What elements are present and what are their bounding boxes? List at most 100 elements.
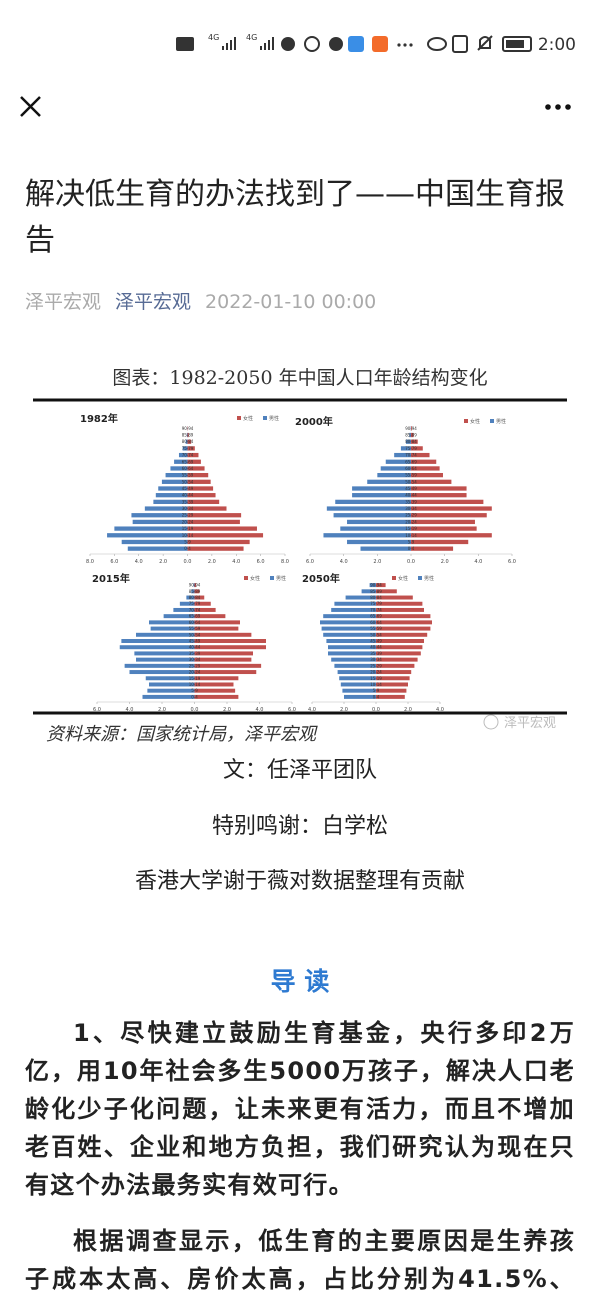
- y-tick-label: 80-84: [182, 439, 194, 444]
- clock: 2:00: [538, 35, 576, 55]
- bar: [411, 526, 477, 531]
- network-label: 4G: [208, 33, 219, 42]
- x-tick-label: 4.0: [340, 559, 348, 565]
- bar: [142, 694, 195, 699]
- y-tick-label: 80-84: [405, 439, 417, 444]
- y-tick-label: 55-59: [405, 473, 417, 478]
- bar: [155, 493, 188, 498]
- y-tick-label: 55-59: [370, 626, 382, 631]
- bar: [194, 676, 239, 681]
- bar: [411, 426, 412, 431]
- bar: [187, 506, 227, 511]
- y-tick-label: 10-14: [405, 533, 417, 538]
- legend-swatch: [490, 419, 494, 423]
- bar: [335, 499, 411, 505]
- bar: [187, 546, 244, 551]
- y-tick-label: 25-29: [189, 663, 201, 668]
- thanks: 特别鸣谢：白学松: [211, 814, 388, 839]
- bar: [163, 614, 195, 619]
- legend-label: 男性: [269, 415, 279, 422]
- y-tick-label: 0-4: [408, 546, 415, 551]
- bar: [145, 676, 195, 681]
- bar: [187, 533, 264, 538]
- bar: [369, 583, 376, 588]
- y-tick-label: 75-79: [405, 446, 417, 451]
- y-tick-label: 10-14: [370, 682, 382, 687]
- bar: [339, 676, 376, 681]
- bar: [376, 694, 405, 699]
- app-icon: [348, 36, 364, 52]
- bar: [361, 589, 376, 594]
- y-tick-label: 85-89: [405, 433, 417, 438]
- y-tick-label: 30-34: [189, 657, 201, 662]
- article-title: 解决低生育的办法找到了——中国生育报告: [25, 177, 565, 258]
- account-link[interactable]: 泽平宏观: [115, 291, 192, 313]
- bar: [121, 639, 195, 643]
- bar: [187, 459, 201, 464]
- y-tick-label: 25-29: [370, 663, 382, 668]
- y-tick-label: 80-84: [370, 595, 382, 600]
- legend-label: 女性: [243, 415, 253, 422]
- bar: [136, 632, 195, 637]
- y-tick-label: 55-59: [182, 473, 194, 478]
- top-bars: 4G 4G 2:00: [20, 33, 576, 117]
- y-tick-label: 60-64: [189, 620, 201, 625]
- app-icon: [329, 37, 343, 51]
- figure: 图表：1982-2050 年中国人口年龄结构变化 资料来源：国家统计局，泽平宏观…: [33, 367, 567, 745]
- panel-title: 2015年: [92, 572, 130, 585]
- eye-icon: [427, 37, 447, 51]
- y-tick-label: 85-89: [370, 589, 382, 594]
- article-meta: 泽平宏观 泽平宏观 2022-01-10 00:00: [25, 287, 390, 314]
- bar: [333, 513, 411, 518]
- menu-button[interactable]: [545, 104, 571, 110]
- bar: [158, 486, 188, 491]
- y-tick-label: 30-34: [182, 506, 194, 511]
- author: 文：任泽平团队: [222, 758, 377, 783]
- bar: [376, 583, 386, 588]
- x-tick-label: 0.0: [372, 707, 380, 713]
- bar: [323, 632, 376, 637]
- y-tick-label: 75-79: [189, 601, 201, 606]
- y-tick-label: 45-49: [182, 486, 194, 491]
- more-icon: [397, 43, 413, 47]
- bar: [342, 688, 376, 693]
- bar: [380, 466, 411, 471]
- y-tick-label: 15-19: [182, 526, 194, 531]
- bar: [179, 601, 195, 606]
- y-tick-label: 65-69: [370, 614, 382, 619]
- bar: [376, 614, 431, 619]
- close-button[interactable]: [20, 96, 41, 117]
- bar: [328, 651, 376, 656]
- y-tick-label: 90-94: [182, 426, 194, 431]
- bar: [194, 651, 253, 656]
- bar: [194, 626, 239, 631]
- battery-level: [506, 40, 524, 48]
- y-tick-label: 50-54: [405, 479, 417, 484]
- bar: [326, 639, 376, 643]
- bar: [178, 452, 188, 458]
- y-tick-label: 40-44: [189, 645, 201, 650]
- bar: [411, 499, 484, 505]
- bar: [367, 479, 411, 484]
- bar: [194, 657, 252, 662]
- bar: [144, 506, 188, 511]
- bar: [121, 539, 188, 545]
- bar: [411, 513, 487, 518]
- legend-swatch: [263, 416, 267, 420]
- paragraph: 1、尽快建立鼓励生育基金，央行多印2万亿，用10年社会多生5000万孩子，解决人…: [25, 1019, 575, 1199]
- y-tick-label: 85-89: [189, 589, 201, 594]
- paragraph: 根据调查显示，低生育的主要原因是生养孩子成本太高、房价太高，占比分别为41.5%…: [25, 1227, 575, 1293]
- bar: [127, 546, 188, 551]
- bar: [194, 620, 240, 625]
- y-tick-label: 65-69: [182, 459, 194, 464]
- bar: [331, 607, 376, 612]
- source: 泽平宏观: [25, 291, 102, 313]
- bar: [194, 663, 262, 668]
- bar: [185, 439, 188, 444]
- bar: [194, 682, 234, 687]
- app-icon: [304, 36, 320, 52]
- y-tick-label: 35-39: [182, 499, 194, 504]
- bar: [187, 526, 257, 531]
- bar: [132, 519, 188, 525]
- bar: [194, 670, 257, 675]
